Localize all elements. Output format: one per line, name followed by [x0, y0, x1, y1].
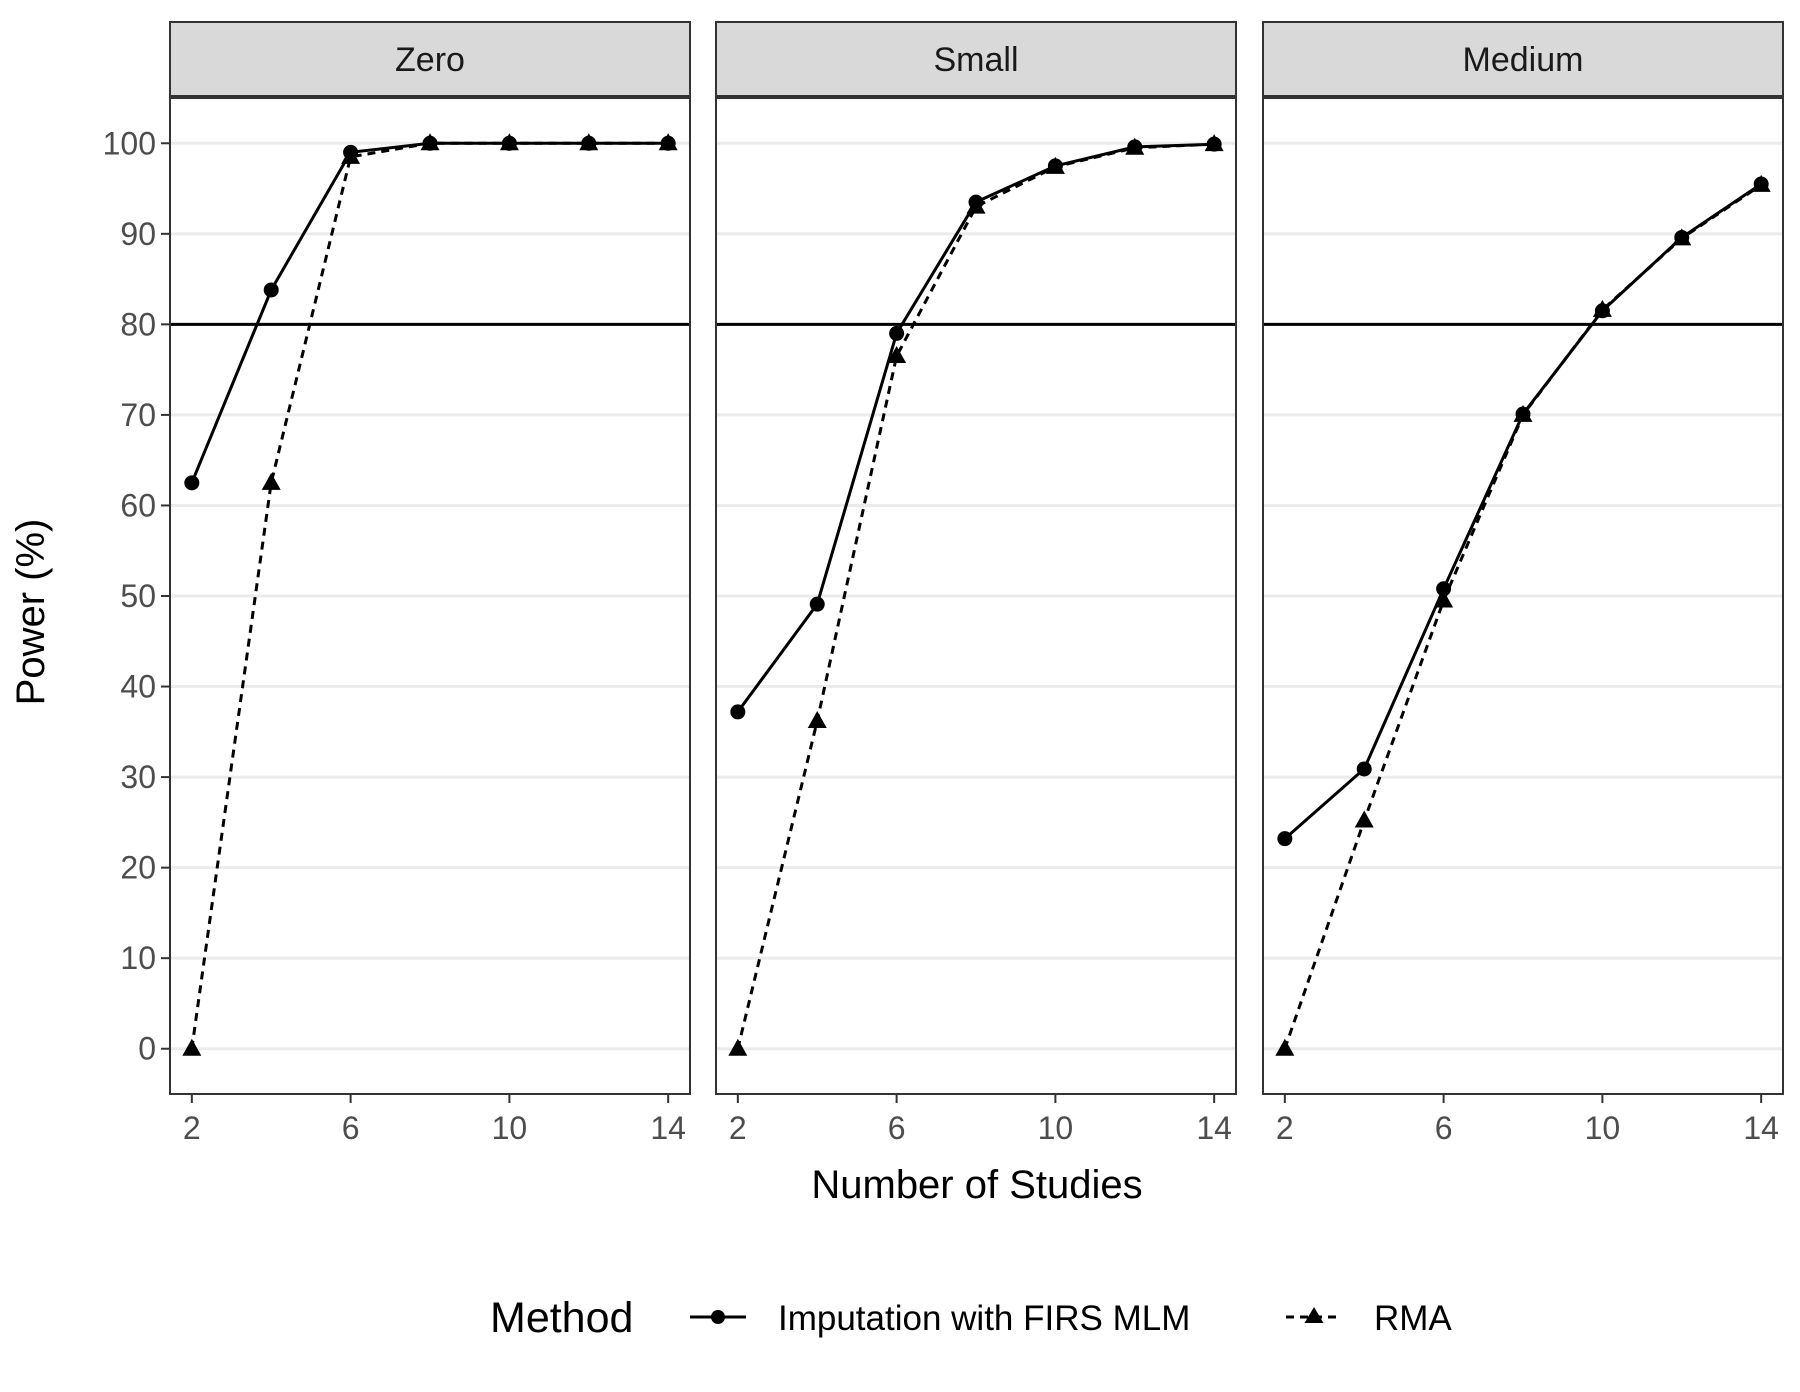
x-tick-label: 6	[888, 1110, 906, 1146]
data-point-circle	[1277, 831, 1293, 847]
strip-label: Medium	[1463, 41, 1584, 79]
data-point-triangle	[420, 133, 440, 151]
panel-medium: Medium 2 6 10 14	[1262, 21, 1784, 1146]
x-tick-label: 6	[1435, 1110, 1453, 1146]
x-tick-label: 10	[492, 1110, 528, 1146]
x-tick-label: 14	[1196, 1110, 1232, 1146]
y-tick-label: 0	[138, 1031, 156, 1067]
data-point-triangle	[341, 146, 361, 164]
legend-marker-triangle	[1304, 1307, 1324, 1323]
data-point-circle	[1436, 581, 1452, 597]
panel-zero: Zero 2 6 10 14	[169, 21, 691, 1146]
data-point-triangle	[658, 133, 678, 151]
data-point-circle	[263, 282, 279, 298]
strip-label: Small	[933, 41, 1018, 79]
data-point-triangle	[728, 1038, 748, 1056]
data-point-triangle	[1204, 134, 1224, 152]
x-tick-label: 2	[183, 1110, 201, 1146]
legend-key-rma	[1286, 1307, 1342, 1323]
strip-background	[1262, 21, 1784, 97]
legend-key-imputation	[690, 1310, 746, 1324]
data-point-triangle	[1672, 228, 1692, 246]
panel-small: Small 2 6 10 14	[715, 21, 1237, 1146]
y-tick-label: 90	[120, 216, 156, 252]
x-tick-label: 14	[1743, 1110, 1779, 1146]
data-point-circle	[184, 475, 200, 491]
data-point-triangle	[807, 710, 827, 728]
strip-background	[169, 21, 691, 97]
panels: Zero 2 6 10 14 Small 2 6 10 14 Medium 2 6 10 14	[169, 21, 1784, 1146]
data-point-triangle	[1354, 810, 1374, 828]
data-point-triangle	[887, 346, 907, 364]
y-tick-label: 80	[120, 306, 156, 342]
data-point-circle	[730, 704, 746, 720]
legend: Method Imputation with FIRS MLM RMA	[490, 1294, 1452, 1342]
data-point-triangle	[1125, 137, 1145, 155]
legend-label-imputation: Imputation with FIRS MLM	[778, 1299, 1190, 1338]
data-point-triangle	[1751, 174, 1771, 192]
legend-marker-circle	[711, 1310, 725, 1324]
legend-title: Method	[490, 1294, 633, 1342]
x-axis-title: Number of Studies	[811, 1163, 1142, 1207]
data-point-triangle	[1434, 590, 1454, 608]
data-point-triangle	[182, 1038, 202, 1056]
data-point-triangle	[579, 133, 599, 151]
y-tick-label: 50	[120, 578, 156, 614]
y-tick-label: 10	[120, 940, 156, 976]
y-tick-label: 30	[120, 759, 156, 795]
data-point-circle	[889, 325, 905, 341]
data-point-triangle	[966, 196, 986, 214]
x-tick-label: 6	[342, 1110, 360, 1146]
x-tick-label: 10	[1585, 1110, 1621, 1146]
y-axis: 0 10 20 30 40 50 60 70 80 90 100	[103, 125, 170, 1067]
x-tick-label: 2	[1276, 1110, 1294, 1146]
data-point-triangle	[499, 133, 519, 151]
x-tick-label: 14	[650, 1110, 686, 1146]
y-tick-label: 100	[103, 125, 156, 161]
legend-label-rma: RMA	[1374, 1299, 1452, 1338]
data-point-triangle	[1592, 299, 1612, 317]
panel-border	[1262, 97, 1784, 1095]
y-axis-title: Power (%)	[9, 519, 53, 706]
y-tick-label: 40	[120, 669, 156, 705]
strip-background	[715, 21, 1237, 97]
y-tick-label: 20	[120, 850, 156, 886]
data-point-triangle	[1275, 1038, 1295, 1056]
y-tick-label: 60	[120, 487, 156, 523]
data-point-circle	[1356, 761, 1372, 777]
data-point-triangle	[1045, 156, 1065, 174]
x-tick-label: 10	[1038, 1110, 1074, 1146]
strip-label: Zero	[395, 41, 465, 79]
y-tick-label: 70	[120, 397, 156, 433]
panel-border	[715, 97, 1237, 1095]
data-point-triangle	[261, 472, 281, 490]
data-point-circle	[809, 596, 825, 612]
x-tick-label: 2	[729, 1110, 747, 1146]
data-point-triangle	[1513, 404, 1533, 422]
